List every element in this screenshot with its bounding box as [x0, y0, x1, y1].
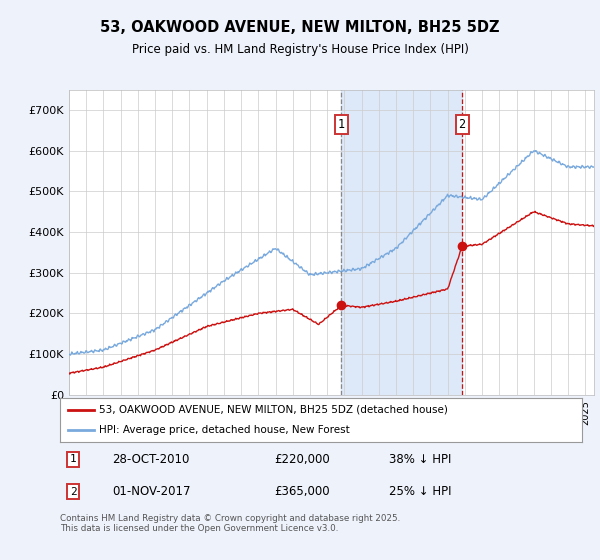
- Text: 53, OAKWOOD AVENUE, NEW MILTON, BH25 5DZ (detached house): 53, OAKWOOD AVENUE, NEW MILTON, BH25 5DZ…: [99, 405, 448, 415]
- Text: 53, OAKWOOD AVENUE, NEW MILTON, BH25 5DZ: 53, OAKWOOD AVENUE, NEW MILTON, BH25 5DZ: [100, 20, 500, 35]
- Text: Price paid vs. HM Land Registry's House Price Index (HPI): Price paid vs. HM Land Registry's House …: [131, 43, 469, 55]
- Text: 01-NOV-2017: 01-NOV-2017: [112, 485, 191, 498]
- Text: 28-OCT-2010: 28-OCT-2010: [112, 453, 190, 466]
- Text: 2: 2: [70, 487, 76, 497]
- Text: £220,000: £220,000: [274, 453, 330, 466]
- Text: 2: 2: [458, 118, 466, 131]
- Text: 1: 1: [70, 454, 76, 464]
- Text: 1: 1: [338, 118, 345, 131]
- Text: HPI: Average price, detached house, New Forest: HPI: Average price, detached house, New …: [99, 425, 350, 435]
- Text: 25% ↓ HPI: 25% ↓ HPI: [389, 485, 451, 498]
- Text: 38% ↓ HPI: 38% ↓ HPI: [389, 453, 451, 466]
- Bar: [341, 90, 462, 395]
- Text: £365,000: £365,000: [274, 485, 329, 498]
- Text: Contains HM Land Registry data © Crown copyright and database right 2025.
This d: Contains HM Land Registry data © Crown c…: [60, 514, 400, 534]
